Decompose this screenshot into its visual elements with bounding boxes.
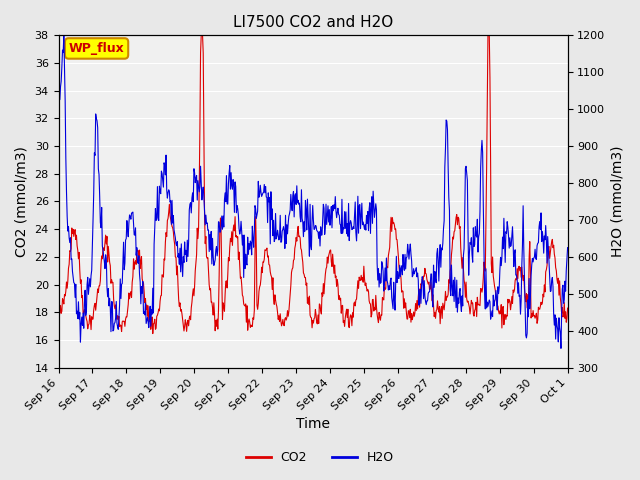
H2O [394,276,402,281]
Y-axis label: CO2 (mmol/m3): CO2 (mmol/m3) [15,146,29,257]
CO2 [234,256,242,262]
CO2 [197,33,205,38]
H2O [209,236,216,241]
H2O [54,70,62,75]
CO2 [395,264,403,270]
CO2 [115,317,122,323]
CO2 [54,312,62,318]
H2O [557,346,565,351]
CO2 [254,306,262,312]
H2O [60,33,68,38]
CO2 [367,301,374,307]
Y-axis label: H2O (mmol/m3): H2O (mmol/m3) [611,146,625,257]
H2O [366,200,374,205]
H2O [234,206,241,212]
Title: LI7500 CO2 and H2O: LI7500 CO2 and H2O [233,15,393,30]
CO2 [209,312,217,318]
Line: CO2: CO2 [58,36,568,334]
H2O [115,315,123,321]
X-axis label: Time: Time [296,418,330,432]
Legend: CO2, H2O: CO2, H2O [241,446,399,469]
Line: H2O: H2O [58,36,568,348]
CO2 [564,305,572,311]
CO2 [149,331,157,336]
H2O [253,212,261,218]
Text: WP_flux: WP_flux [68,42,124,55]
H2O [564,245,572,251]
